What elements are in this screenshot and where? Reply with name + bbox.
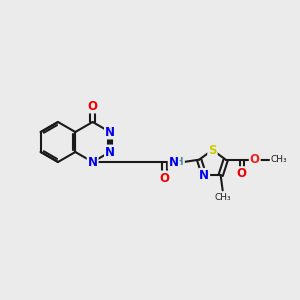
Text: H: H [175,157,184,167]
Text: O: O [250,153,260,166]
Text: O: O [88,100,98,112]
Text: O: O [237,167,247,180]
Text: N: N [169,155,178,169]
Text: CH₃: CH₃ [271,155,287,164]
Text: N: N [88,155,98,169]
Text: N: N [105,146,115,158]
Text: O: O [160,172,170,184]
Text: CH₃: CH₃ [214,193,231,202]
Text: N: N [199,169,209,182]
Text: N: N [105,125,115,139]
Text: S: S [208,143,217,157]
